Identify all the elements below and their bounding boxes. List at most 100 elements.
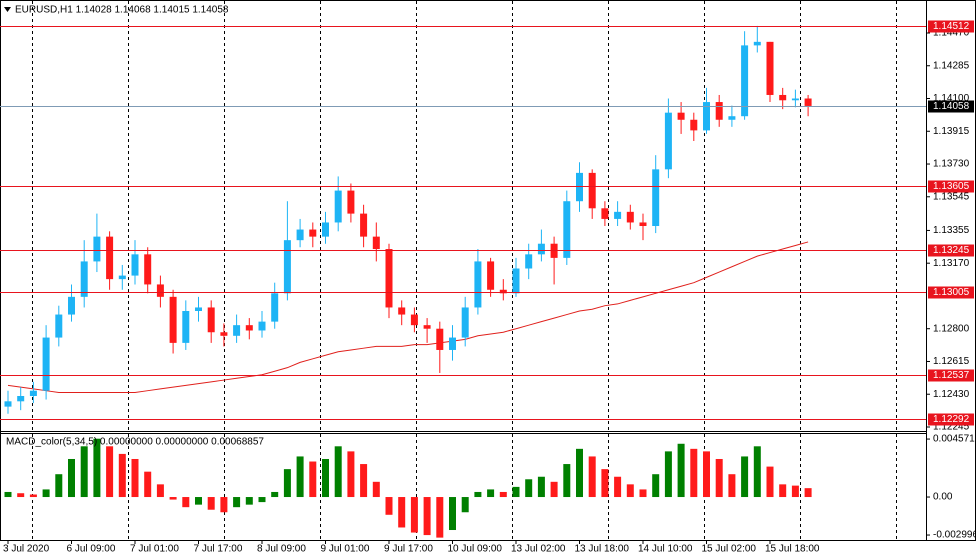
candle-body bbox=[4, 401, 12, 407]
macd-bar bbox=[296, 456, 304, 498]
macd-bar bbox=[626, 484, 634, 498]
candle-body bbox=[728, 116, 736, 120]
macd-bar bbox=[68, 458, 75, 498]
macd-bar bbox=[93, 438, 101, 498]
level-label-box bbox=[928, 413, 974, 426]
macd-bar bbox=[652, 474, 660, 498]
macd-bar bbox=[576, 448, 583, 498]
macd-bar bbox=[42, 489, 50, 498]
candle-body bbox=[525, 254, 533, 269]
candle-body bbox=[487, 261, 495, 290]
macd-bar bbox=[207, 497, 215, 510]
x-tick-label: 15 Jul 02:00 bbox=[702, 544, 757, 555]
candle-body bbox=[309, 229, 317, 237]
y-tick-label: 1.13355 bbox=[933, 225, 970, 236]
candle-body bbox=[791, 98, 799, 101]
candle-body bbox=[29, 390, 37, 397]
candle-body bbox=[118, 275, 126, 280]
y-tick-label: 0.0045712 bbox=[933, 434, 976, 445]
macd-bar bbox=[690, 448, 698, 498]
macd-bar bbox=[233, 497, 241, 508]
macd-bar bbox=[156, 484, 164, 498]
candle-body bbox=[588, 172, 596, 209]
macd-bar bbox=[245, 497, 253, 505]
candle-body bbox=[322, 222, 329, 237]
candle-body bbox=[512, 268, 520, 294]
candle-body bbox=[664, 112, 672, 170]
macd-bar bbox=[271, 491, 279, 498]
macd-bar bbox=[791, 485, 799, 498]
candle-body bbox=[195, 307, 202, 312]
macd-bar bbox=[715, 458, 723, 498]
level-label-box bbox=[928, 244, 974, 257]
level-label-box bbox=[928, 369, 974, 382]
x-tick-label: 13 Jul 18:00 bbox=[575, 544, 630, 555]
x-tick-label: 14 Jul 10:00 bbox=[638, 544, 693, 555]
macd-bar bbox=[474, 491, 482, 498]
level-label: 1.13605 bbox=[933, 181, 970, 192]
candle-body bbox=[245, 325, 253, 331]
macd-bar bbox=[614, 476, 622, 498]
macd-bar bbox=[118, 453, 126, 498]
level-label: 1.12292 bbox=[933, 414, 970, 425]
level-label-box bbox=[928, 20, 974, 33]
macd-bar bbox=[601, 469, 609, 498]
candle-body bbox=[741, 45, 749, 117]
candle-body bbox=[258, 321, 266, 331]
candle-body bbox=[80, 261, 88, 297]
macd-bar bbox=[499, 491, 507, 498]
candle-body bbox=[93, 236, 101, 262]
candle-body bbox=[156, 284, 164, 297]
candle-body bbox=[68, 296, 75, 315]
level-label: 1.13245 bbox=[933, 245, 970, 256]
macd-bar bbox=[144, 471, 152, 498]
candle-body bbox=[639, 222, 647, 227]
y-tick-label: 1.14100 bbox=[933, 93, 970, 104]
candle-body bbox=[804, 98, 812, 106]
macd-bar bbox=[4, 491, 12, 498]
candle-body bbox=[182, 311, 190, 343]
level-label: 1.14512 bbox=[933, 21, 970, 32]
macd-bar bbox=[360, 464, 368, 498]
macd-bar bbox=[550, 481, 558, 498]
candle-body bbox=[703, 102, 710, 131]
macd-bar bbox=[753, 446, 761, 498]
candle-body bbox=[449, 337, 456, 350]
macd-bar bbox=[588, 456, 596, 498]
candle-body bbox=[131, 254, 139, 276]
moving-average bbox=[7, 241, 809, 393]
candle-body bbox=[347, 190, 355, 214]
y-tick-label: 1.12430 bbox=[933, 389, 970, 400]
macd-bar bbox=[664, 451, 672, 498]
x-tick-label: 10 Jul 09:00 bbox=[448, 544, 503, 555]
candle-body bbox=[385, 249, 393, 308]
macd-bar bbox=[410, 497, 418, 533]
candle-body bbox=[423, 325, 431, 329]
x-tick-label: 7 Jul 01:00 bbox=[130, 544, 179, 555]
x-tick-label: 6 Jul 09:00 bbox=[67, 544, 116, 555]
x-tick-label: 8 Jul 09:00 bbox=[257, 544, 306, 555]
candle-body bbox=[601, 208, 609, 219]
candle-body bbox=[410, 314, 418, 326]
macd-bar bbox=[55, 474, 63, 498]
menu-arrow bbox=[4, 7, 11, 12]
y-tick-label: 1.12245 bbox=[933, 422, 970, 433]
candle-body bbox=[283, 240, 291, 294]
candle-body bbox=[360, 213, 368, 237]
macd-bar bbox=[461, 497, 469, 513]
y-tick-label: 1.12800 bbox=[933, 323, 970, 334]
macd-bar bbox=[804, 488, 812, 498]
x-tick-label: 15 Jul 18:00 bbox=[765, 544, 820, 555]
macd-bar bbox=[195, 497, 202, 505]
macd-bar bbox=[372, 481, 380, 498]
macd-bar bbox=[436, 497, 444, 538]
candle-body bbox=[436, 328, 444, 350]
candle-body bbox=[372, 236, 380, 250]
macd-bar bbox=[741, 456, 749, 498]
y-tick-label: 0.00 bbox=[933, 492, 953, 503]
macd-bar bbox=[677, 443, 685, 498]
candle-body bbox=[652, 169, 660, 227]
candle-body bbox=[461, 307, 469, 338]
